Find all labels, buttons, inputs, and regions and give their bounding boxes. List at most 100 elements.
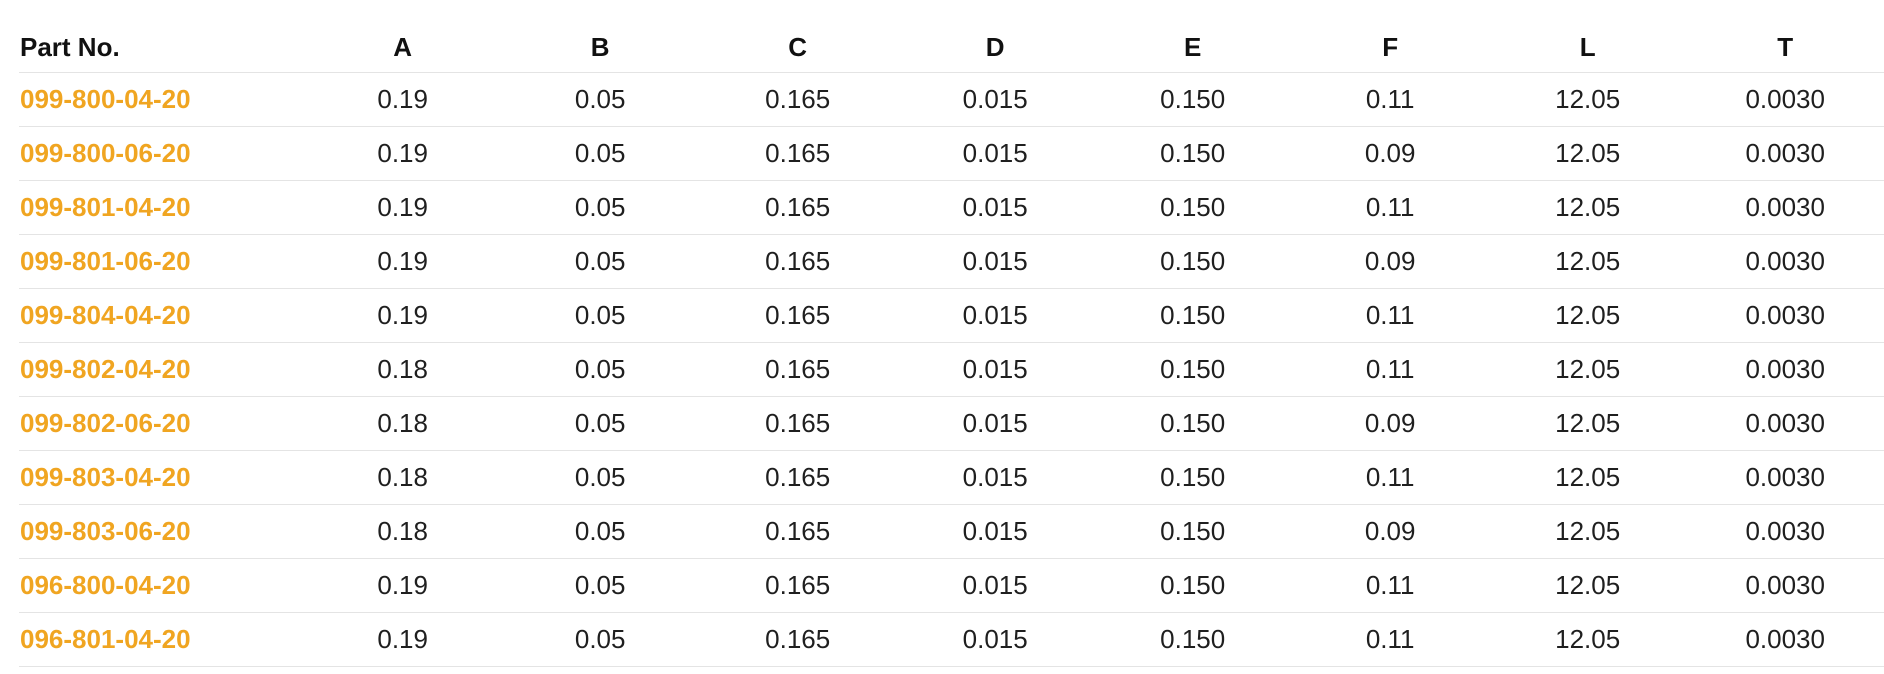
- header-t: T: [1686, 22, 1884, 73]
- cell-c: 0.165: [698, 234, 897, 289]
- cell-l: 12.05: [1488, 342, 1687, 397]
- cell-l: 12.05: [1488, 504, 1687, 559]
- cell-b: 0.05: [501, 180, 699, 235]
- table-row: 099-803-04-20 0.18 0.05 0.165 0.015 0.150 0.11…: [19, 450, 1884, 505]
- part-number-link[interactable]: 099-802-06-20: [20, 408, 191, 438]
- cell-l: 12.05: [1488, 288, 1687, 343]
- cell-a: 0.18: [303, 396, 502, 451]
- cell-t: 0.0030: [1686, 612, 1884, 667]
- cell-f: 0.11: [1291, 450, 1489, 505]
- cell-d: 0.015: [896, 180, 1094, 235]
- cell-t: 0.0030: [1686, 450, 1884, 505]
- cell-d: 0.015: [896, 558, 1094, 613]
- cell-t: 0.0030: [1686, 396, 1884, 451]
- cell-t: 0.0030: [1686, 72, 1884, 127]
- part-number-link[interactable]: 099-800-06-20: [20, 138, 191, 168]
- cell-t: 0.0030: [1686, 126, 1884, 181]
- cell-b: 0.05: [501, 126, 699, 181]
- part-number-link[interactable]: 096-801-04-20: [20, 624, 191, 654]
- part-number-link[interactable]: 099-800-04-20: [20, 84, 191, 114]
- part-number-link[interactable]: 099-804-04-20: [20, 300, 191, 330]
- cell-l: 12.05: [1488, 234, 1687, 289]
- part-number-link[interactable]: 099-803-04-20: [20, 462, 191, 492]
- cell-e: 0.150: [1093, 342, 1292, 397]
- cell-d: 0.015: [896, 234, 1094, 289]
- cell-t: 0.0030: [1686, 288, 1884, 343]
- cell-e: 0.150: [1093, 234, 1292, 289]
- cell-e: 0.150: [1093, 504, 1292, 559]
- parts-spec-table-container: Part No. A B C D E F L T 099-800-04-20 0.…: [19, 22, 1884, 667]
- header-l: L: [1488, 22, 1687, 73]
- table-header: Part No. A B C D E F L T: [19, 22, 1884, 73]
- part-number-link[interactable]: 099-801-04-20: [20, 192, 191, 222]
- part-number-link[interactable]: 099-803-06-20: [20, 516, 191, 546]
- part-no-cell: 099-804-04-20: [19, 288, 304, 343]
- cell-l: 12.05: [1488, 558, 1687, 613]
- cell-b: 0.05: [501, 72, 699, 127]
- cell-b: 0.05: [501, 234, 699, 289]
- part-number-link[interactable]: 096-800-04-20: [20, 570, 191, 600]
- table-row: 099-800-04-20 0.19 0.05 0.165 0.015 0.150 0.11…: [19, 72, 1884, 127]
- cell-d: 0.015: [896, 72, 1094, 127]
- cell-f: 0.11: [1291, 288, 1489, 343]
- cell-t: 0.0030: [1686, 234, 1884, 289]
- cell-b: 0.05: [501, 288, 699, 343]
- cell-t: 0.0030: [1686, 180, 1884, 235]
- part-no-cell: 096-801-04-20: [19, 612, 304, 667]
- header-a: A: [303, 22, 502, 73]
- cell-e: 0.150: [1093, 72, 1292, 127]
- cell-d: 0.015: [896, 342, 1094, 397]
- table-row: 099-803-06-20 0.18 0.05 0.165 0.015 0.150 0.09…: [19, 504, 1884, 559]
- cell-c: 0.165: [698, 342, 897, 397]
- table-row: 096-801-04-20 0.19 0.05 0.165 0.015 0.150 0.11…: [19, 612, 1884, 667]
- cell-d: 0.015: [896, 450, 1094, 505]
- header-row: Part No. A B C D E F L T: [19, 22, 1884, 73]
- part-number-link[interactable]: 099-802-04-20: [20, 354, 191, 384]
- cell-e: 0.150: [1093, 396, 1292, 451]
- cell-b: 0.05: [501, 612, 699, 667]
- cell-d: 0.015: [896, 396, 1094, 451]
- part-no-cell: 099-801-06-20: [19, 234, 304, 289]
- cell-a: 0.19: [303, 180, 502, 235]
- part-number-link[interactable]: 099-801-06-20: [20, 246, 191, 276]
- part-no-cell: 099-802-04-20: [19, 342, 304, 397]
- cell-c: 0.165: [698, 288, 897, 343]
- cell-c: 0.165: [698, 450, 897, 505]
- cell-b: 0.05: [501, 342, 699, 397]
- cell-e: 0.150: [1093, 180, 1292, 235]
- table-row: 099-801-04-20 0.19 0.05 0.165 0.015 0.150 0.11…: [19, 180, 1884, 235]
- cell-c: 0.165: [698, 180, 897, 235]
- table-row: 099-804-04-20 0.19 0.05 0.165 0.015 0.150 0.11…: [19, 288, 1884, 343]
- part-no-cell: 099-801-04-20: [19, 180, 304, 235]
- cell-f: 0.11: [1291, 558, 1489, 613]
- part-no-cell: 099-800-04-20: [19, 72, 304, 127]
- cell-l: 12.05: [1488, 396, 1687, 451]
- cell-d: 0.015: [896, 612, 1094, 667]
- table-row: 099-801-06-20 0.19 0.05 0.165 0.015 0.150 0.09…: [19, 234, 1884, 289]
- cell-f: 0.09: [1291, 396, 1489, 451]
- cell-t: 0.0030: [1686, 558, 1884, 613]
- table-row: 099-802-06-20 0.18 0.05 0.165 0.015 0.150 0.09…: [19, 396, 1884, 451]
- part-no-cell: 099-803-04-20: [19, 450, 304, 505]
- header-e: E: [1093, 22, 1292, 73]
- part-no-cell: 099-803-06-20: [19, 504, 304, 559]
- cell-f: 0.11: [1291, 180, 1489, 235]
- cell-a: 0.18: [303, 450, 502, 505]
- cell-a: 0.18: [303, 504, 502, 559]
- cell-e: 0.150: [1093, 450, 1292, 505]
- cell-c: 0.165: [698, 612, 897, 667]
- cell-a: 0.18: [303, 342, 502, 397]
- header-f: F: [1291, 22, 1489, 73]
- cell-t: 0.0030: [1686, 504, 1884, 559]
- cell-l: 12.05: [1488, 72, 1687, 127]
- cell-e: 0.150: [1093, 126, 1292, 181]
- cell-b: 0.05: [501, 504, 699, 559]
- table-row: 099-800-06-20 0.19 0.05 0.165 0.015 0.150 0.09…: [19, 126, 1884, 181]
- table-body: 099-800-04-20 0.19 0.05 0.165 0.015 0.150 0.11…: [19, 72, 1884, 667]
- cell-f: 0.09: [1291, 126, 1489, 181]
- cell-e: 0.150: [1093, 558, 1292, 613]
- cell-d: 0.015: [896, 288, 1094, 343]
- header-b: B: [501, 22, 699, 73]
- cell-l: 12.05: [1488, 126, 1687, 181]
- cell-f: 0.11: [1291, 612, 1489, 667]
